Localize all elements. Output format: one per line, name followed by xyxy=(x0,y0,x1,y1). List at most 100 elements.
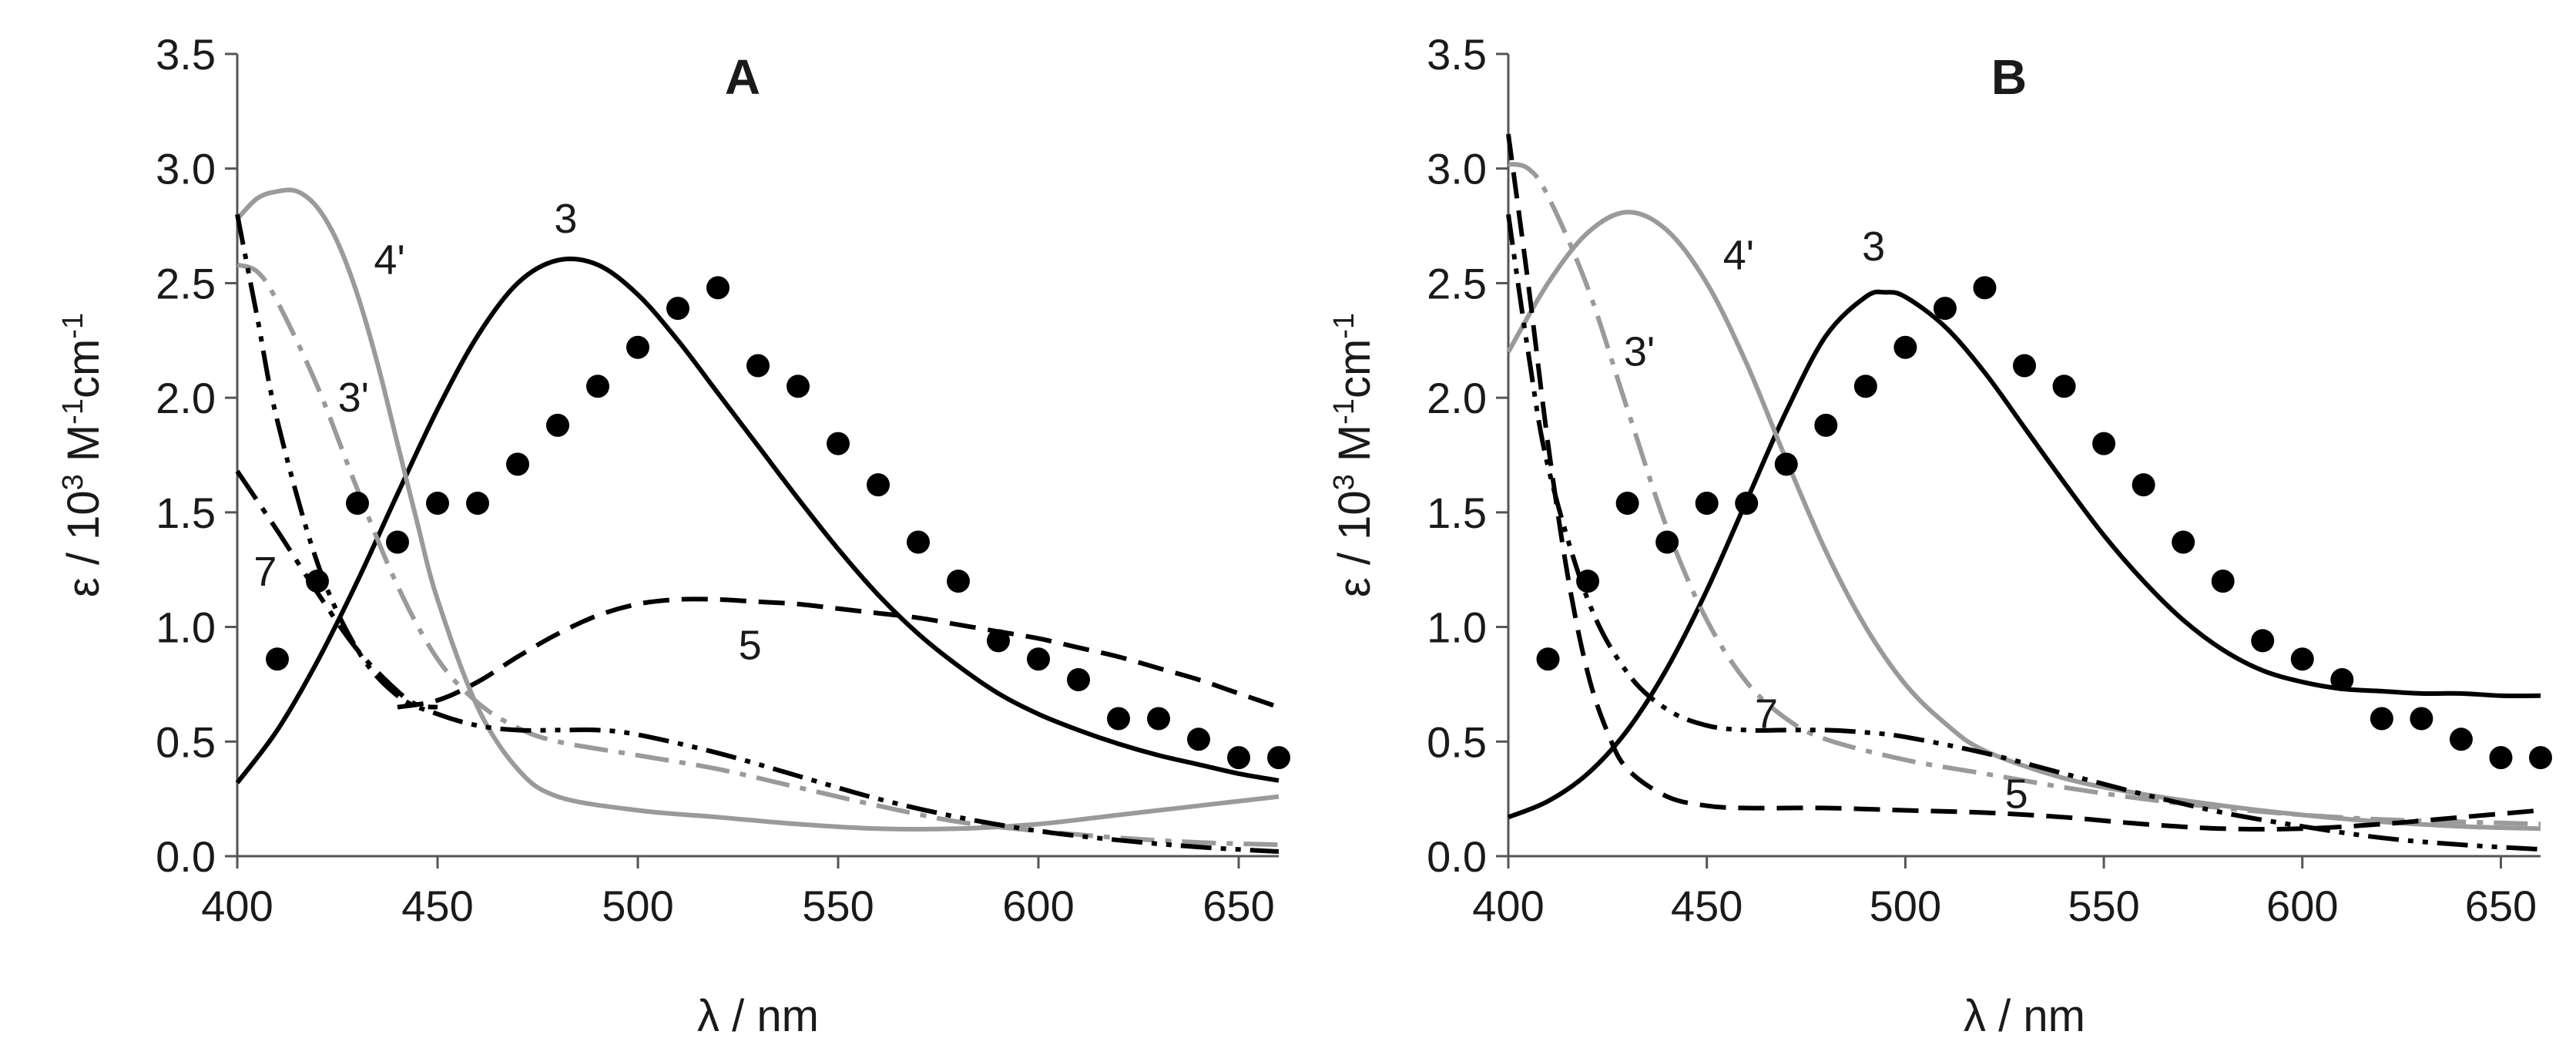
series-line-3prime xyxy=(236,262,1280,848)
y-tick-label: 0.0 xyxy=(1427,832,1487,881)
x-tick-label: 450 xyxy=(1671,882,1742,930)
data-point xyxy=(586,375,609,398)
data-point xyxy=(266,647,289,671)
curve-label: 4' xyxy=(374,237,404,284)
x-tick-label: 650 xyxy=(1202,882,1274,930)
data-point xyxy=(1893,335,1917,359)
data-point xyxy=(546,413,569,437)
series-line-4prime xyxy=(1506,210,2541,832)
y-tick-label: 3.5 xyxy=(1427,30,1487,79)
data-point xyxy=(1576,569,1600,593)
data-point xyxy=(1615,491,1639,515)
data-point xyxy=(2052,375,2076,398)
data-point xyxy=(2132,473,2155,497)
y-tick-label: 2.5 xyxy=(1427,259,1487,307)
x-tick-label: 650 xyxy=(2465,882,2537,930)
data-point xyxy=(1147,707,1170,731)
y-axis-title-part: M xyxy=(1330,425,1380,474)
x-tick-label: 450 xyxy=(401,882,473,930)
data-point xyxy=(1695,491,1719,515)
data-point xyxy=(867,473,890,497)
data-point xyxy=(2529,746,2552,770)
curve-label: 5 xyxy=(739,622,762,668)
data-point xyxy=(2410,707,2433,731)
curve-label: 5 xyxy=(2005,771,2028,818)
y-axis-title: ε / 103 M-1cm-1 xyxy=(57,313,109,597)
curve-label: 3' xyxy=(1624,329,1655,375)
data-point xyxy=(346,491,369,515)
y-axis-title-superscript: -1 xyxy=(1328,313,1360,339)
data-point xyxy=(2092,432,2116,455)
data-point xyxy=(987,629,1010,653)
x-tick-label: 400 xyxy=(201,882,273,930)
x-tick-label: 600 xyxy=(1002,882,1074,930)
y-axis-title-superscript: 3 xyxy=(57,474,89,490)
data-point xyxy=(466,491,489,515)
series-line-3prime xyxy=(1508,161,2541,827)
series-line-unlabeled xyxy=(235,213,1280,855)
data-point xyxy=(1933,297,1957,321)
data-point xyxy=(746,354,770,378)
data-point xyxy=(2290,647,2314,671)
y-tick-label: 0.5 xyxy=(156,717,216,766)
data-point xyxy=(1853,375,1877,398)
y-axis-title-part: ε / 10 xyxy=(1330,490,1380,597)
x-tick-label: 600 xyxy=(2266,882,2338,930)
series-line-5 xyxy=(397,596,1280,710)
y-axis-title: ε / 103 M-1cm-1 xyxy=(1328,313,1380,597)
data-point xyxy=(506,452,529,476)
y-tick-label: 3.0 xyxy=(1427,145,1487,193)
data-point xyxy=(1107,707,1130,731)
y-tick-label: 2.0 xyxy=(156,374,216,422)
y-tick-label: 3.0 xyxy=(156,145,216,193)
x-tick-label: 550 xyxy=(2068,882,2139,930)
data-point xyxy=(1973,276,1997,300)
data-point xyxy=(1187,727,1210,751)
data-point xyxy=(1067,667,1090,691)
y-tick-label: 1.5 xyxy=(156,489,216,537)
data-point xyxy=(1655,530,1679,554)
y-tick-label: 1.0 xyxy=(1427,603,1487,652)
data-point xyxy=(1735,491,1759,515)
data-point xyxy=(666,297,689,321)
data-point xyxy=(1227,746,1250,770)
data-point xyxy=(2251,629,2275,653)
y-axis-title-superscript: -1 xyxy=(1328,398,1360,425)
panel-title: B xyxy=(1991,49,2027,105)
data-point xyxy=(2172,530,2195,554)
x-axis-title: λ / nm xyxy=(1964,991,2085,1041)
y-tick-label: 2.5 xyxy=(156,259,216,307)
panel-title: A xyxy=(725,49,760,105)
y-axis-title-superscript: 3 xyxy=(1328,474,1360,490)
data-point xyxy=(1774,452,1798,476)
y-axis-title-superscript: -1 xyxy=(57,398,89,425)
y-axis-title-part: cm xyxy=(59,339,109,398)
curve-label: 7 xyxy=(1755,691,1778,737)
curve-label: 3 xyxy=(554,196,577,242)
data-point xyxy=(2013,354,2036,378)
curve-label: 4' xyxy=(1723,233,1754,279)
x-tick-label: 500 xyxy=(602,882,673,930)
data-point xyxy=(2449,727,2473,751)
data-point xyxy=(1267,746,1290,770)
y-tick-label: 0.5 xyxy=(1427,717,1487,766)
x-tick-label: 550 xyxy=(802,882,874,930)
data-point xyxy=(2489,746,2513,770)
data-point xyxy=(706,276,730,300)
data-point xyxy=(306,569,329,593)
data-point xyxy=(947,569,970,593)
data-point xyxy=(426,491,449,515)
x-tick-label: 400 xyxy=(1472,882,1544,930)
series-line-3 xyxy=(235,256,1280,785)
data-point xyxy=(626,335,649,359)
curve-label: 3' xyxy=(338,375,369,421)
data-point xyxy=(907,530,930,554)
x-tick-label: 500 xyxy=(1870,882,1941,930)
data-point xyxy=(2330,667,2354,691)
x-axis-title: λ / nm xyxy=(697,991,819,1041)
y-tick-label: 1.5 xyxy=(1427,489,1487,537)
data-point xyxy=(1536,647,1560,671)
y-axis-title-part: cm xyxy=(1330,339,1380,398)
